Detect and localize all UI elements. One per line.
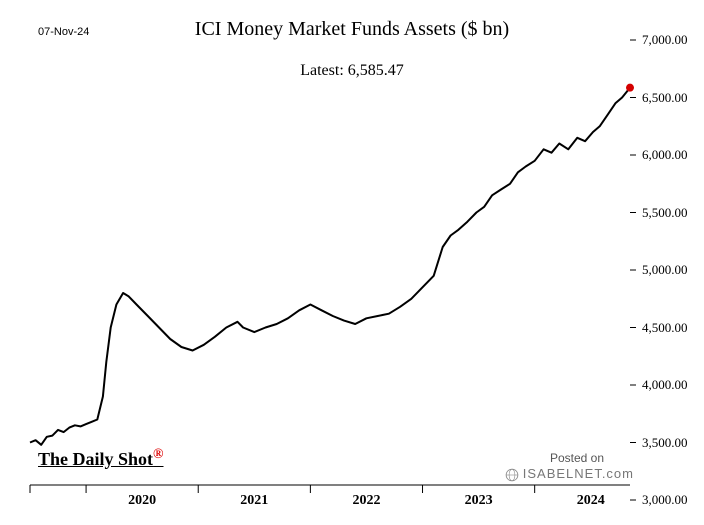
- y-tick-label: 6,500.00: [642, 90, 688, 106]
- y-tick-label: 4,500.00: [642, 320, 688, 336]
- y-tick-label: 7,000.00: [642, 32, 688, 48]
- x-tick-label: 2020: [128, 493, 156, 509]
- y-tick-label: 5,500.00: [642, 205, 688, 221]
- y-tick-label: 3,000.00: [642, 492, 688, 508]
- data-line: [30, 88, 630, 445]
- x-tick-label: 2021: [240, 493, 268, 509]
- y-tick-label: 4,000.00: [642, 377, 688, 393]
- y-tick-label: 3,500.00: [642, 435, 688, 451]
- source-dailyshot: The Daily Shot®: [38, 447, 164, 470]
- y-tick-label: 5,000.00: [642, 262, 688, 278]
- isabelnet-watermark: ISABELNET.com: [505, 466, 634, 482]
- isabelnet-text: ISABELNET.com: [523, 466, 634, 481]
- source-text: The Daily Shot: [38, 449, 153, 469]
- globe-icon: [505, 468, 519, 482]
- x-tick-label: 2022: [352, 493, 380, 509]
- source-dot-icon: ®: [153, 447, 163, 462]
- x-tick-label: 2024: [577, 493, 605, 509]
- posted-on-label: Posted on: [550, 451, 604, 465]
- y-tick-label: 6,000.00: [642, 147, 688, 163]
- latest-point-marker: [626, 84, 634, 92]
- x-tick-label: 2023: [465, 493, 493, 509]
